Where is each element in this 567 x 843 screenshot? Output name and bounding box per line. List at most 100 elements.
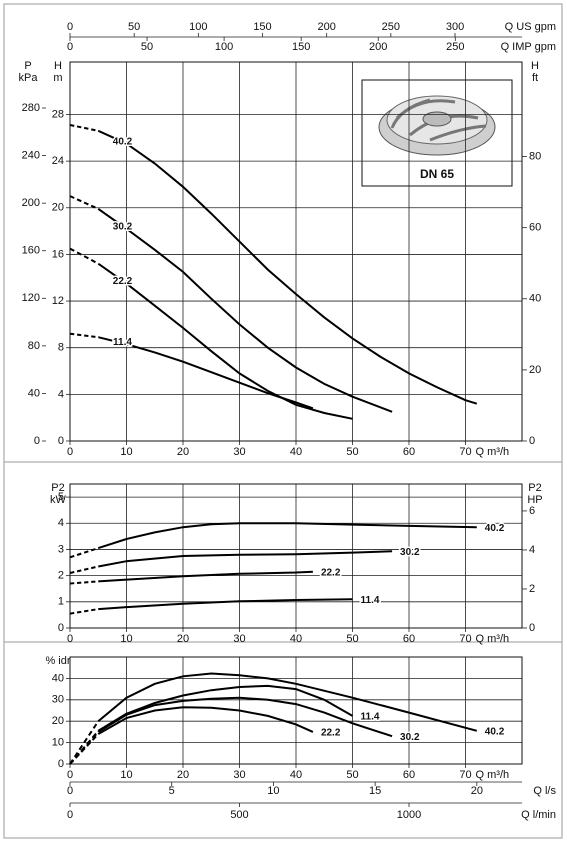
y-tick-label: 5 (58, 491, 64, 503)
secondary-tick-label: 100 (215, 41, 233, 53)
curve (69, 672, 478, 765)
x-tick-label: 20 (177, 446, 189, 458)
x-tick-label: 0 (67, 446, 73, 458)
x-tick-label: 60 (403, 769, 415, 781)
x-tick-label: 40 (290, 633, 302, 645)
curve (69, 124, 478, 405)
y-axis-title: P2 (51, 482, 64, 494)
x-tick-label: 20 (177, 633, 189, 645)
x-tick-label: 10 (120, 633, 132, 645)
secondary-tick-label: 0 (67, 41, 73, 53)
y-tick-label: 2 (58, 570, 64, 582)
y-tick-label: 16 (52, 248, 64, 260)
x-tick-label: 30 (233, 633, 245, 645)
curve (69, 598, 353, 615)
secondary-tick-label: 200 (22, 197, 40, 209)
impeller-picture: DN 65 (361, 79, 513, 187)
secondary-tick-label: 6 (529, 505, 535, 517)
secondary-tick-label: 0 (529, 435, 535, 447)
series-label: 22.2 (321, 567, 341, 578)
series-label: 11.4 (361, 595, 380, 606)
x-tick-label: 50 (346, 633, 358, 645)
secondary-tick-label: 15 (369, 785, 381, 797)
secondary-tick-label: 250 (382, 21, 400, 33)
x-tick-label: 30 (233, 446, 245, 458)
secondary-tick-label: 4 (529, 544, 535, 556)
page-frame (3, 3, 563, 839)
series-label: 30.2 (400, 547, 420, 558)
secondary-tick-label: 100 (189, 21, 207, 33)
secondary-tick-label: 60 (529, 222, 541, 234)
y-tick-label: 0 (58, 758, 64, 770)
secondary-tick-label: 300 (446, 21, 464, 33)
y-axis-title: % idr (45, 655, 70, 667)
curve (69, 570, 313, 585)
series-label: 11.4 (361, 711, 380, 722)
series-label: 40.2 (485, 523, 505, 534)
secondary-tick-label: 150 (292, 41, 310, 53)
series-label: 40.2 (113, 136, 133, 147)
x-tick-label: 30 (233, 769, 245, 781)
secondary-tick-label: 40 (28, 387, 40, 399)
x-tick-label: 70 (459, 769, 471, 781)
curve (69, 522, 477, 559)
x-tick-label: 60 (403, 633, 415, 645)
curve (69, 195, 393, 413)
secondary-tick-label: 0 (67, 21, 73, 33)
y-tick-label: 20 (52, 202, 64, 214)
impeller-hub (422, 111, 452, 127)
y-tick-label: 1 (58, 596, 64, 608)
x-axis-title: Q m³/h (476, 769, 510, 781)
secondary-tick-label: 2 (529, 583, 535, 595)
secondary-axis-title: ft (532, 72, 538, 84)
curve (69, 696, 393, 765)
y-tick-label: 0 (58, 622, 64, 634)
series-label: 30.2 (400, 732, 420, 743)
secondary-axis-title: Q l/min (521, 809, 556, 821)
series-label: 22.2 (113, 276, 133, 287)
y-axis-title: H (54, 60, 62, 72)
x-tick-label: 60 (403, 446, 415, 458)
y-tick-label: 0 (58, 435, 64, 447)
secondary-axis-title: H (531, 60, 539, 72)
secondary-tick-label: 150 (253, 21, 271, 33)
y-tick-label: 4 (58, 517, 64, 529)
y-tick-label: 3 (58, 543, 64, 555)
x-tick-label: 70 (459, 633, 471, 645)
secondary-tick-label: 160 (22, 245, 40, 257)
secondary-axis-title: P2 (528, 482, 541, 494)
x-axis-title: Q m³/h (476, 446, 510, 458)
y-tick-label: 24 (52, 155, 64, 167)
secondary-axis-title: P (24, 60, 31, 72)
secondary-tick-label: 0 (529, 622, 535, 634)
secondary-tick-label: 10 (267, 785, 279, 797)
secondary-tick-label: 200 (369, 41, 387, 53)
y-tick-label: 12 (52, 295, 64, 307)
curve (69, 550, 393, 574)
curve (69, 706, 314, 765)
series-label: 40.2 (485, 726, 505, 737)
x-tick-label: 70 (459, 446, 471, 458)
plot-frame (69, 656, 523, 765)
secondary-tick-label: 20 (471, 785, 483, 797)
chart-panel: 0 10 20 30 40 50 60 70 Q m³/h 0 4 8 12 16 20 24 28 Hm 0 40 8… (19, 21, 556, 458)
secondary-axis-title: Q l/s (533, 785, 556, 797)
x-tick-label: 40 (290, 446, 302, 458)
x-axis-title: Q m³/h (476, 633, 510, 645)
secondary-tick-label: 50 (128, 21, 140, 33)
x-tick-label: 0 (67, 633, 73, 645)
secondary-tick-label: 1000 (397, 809, 421, 821)
plot-frame (69, 61, 523, 442)
secondary-tick-label: 40 (529, 293, 541, 305)
curve (69, 332, 314, 410)
x-tick-label: 0 (67, 769, 73, 781)
y-axis-title: m (53, 72, 62, 84)
y-tick-label: 28 (52, 108, 64, 120)
y-axis-title: kW (50, 494, 67, 506)
chart-panel: 0 10 20 30 40 50 60 70 Q m³/h 0 10 20 30 40 % idr 0 5 10 1… (45, 655, 556, 821)
y-tick-label: 4 (58, 388, 64, 400)
secondary-tick-label: 0 (67, 785, 73, 797)
y-tick-label: 40 (52, 672, 64, 684)
secondary-axis-title: HP (527, 494, 542, 506)
secondary-tick-label: 50 (141, 41, 153, 53)
